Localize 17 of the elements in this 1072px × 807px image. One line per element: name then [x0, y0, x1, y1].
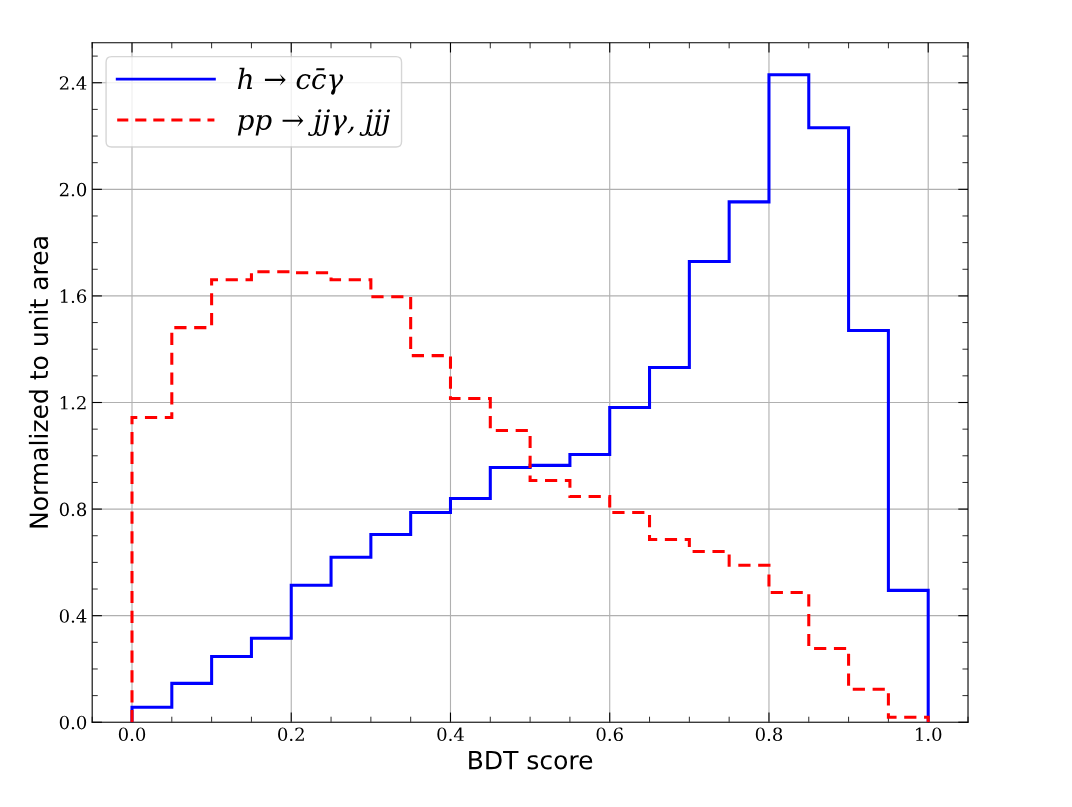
- x-tick-label: 0.4: [437, 727, 464, 742]
- x-tick-label: 0.0: [118, 727, 146, 742]
- legend-label: pp → jjγ, jjj: [237, 109, 391, 136]
- x-tick-label: 0.6: [596, 727, 623, 742]
- y-tick-label: 2.0: [59, 182, 87, 197]
- legend-label: h → cc̄γ: [237, 67, 344, 95]
- y-tick-label: 1.2: [60, 395, 86, 410]
- x-tick-label: 0.8: [755, 727, 783, 742]
- x-tick-label: 0.2: [278, 727, 304, 742]
- y-tick-label: 1.6: [60, 289, 87, 304]
- y-tick-label: 0.8: [59, 502, 87, 517]
- x-axis-title: BDT score: [469, 750, 593, 770]
- y-axis-title: Normalized to unit area: [28, 237, 49, 528]
- x-tick-label: 1.0: [916, 727, 942, 742]
- y-tick-label: 0.4: [59, 609, 87, 623]
- y-tick-label: 0.0: [59, 715, 87, 730]
- y-tick-label: 2.4: [59, 76, 87, 90]
